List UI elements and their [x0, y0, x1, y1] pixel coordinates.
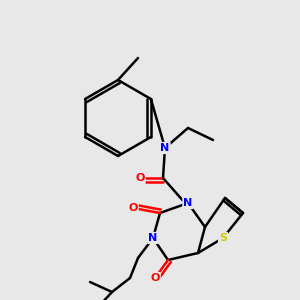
Text: O: O: [135, 173, 145, 183]
Text: N: N: [160, 143, 169, 153]
Text: O: O: [150, 273, 160, 283]
Text: S: S: [219, 233, 227, 243]
Text: O: O: [128, 203, 138, 213]
Text: N: N: [183, 198, 193, 208]
Text: N: N: [148, 233, 158, 243]
